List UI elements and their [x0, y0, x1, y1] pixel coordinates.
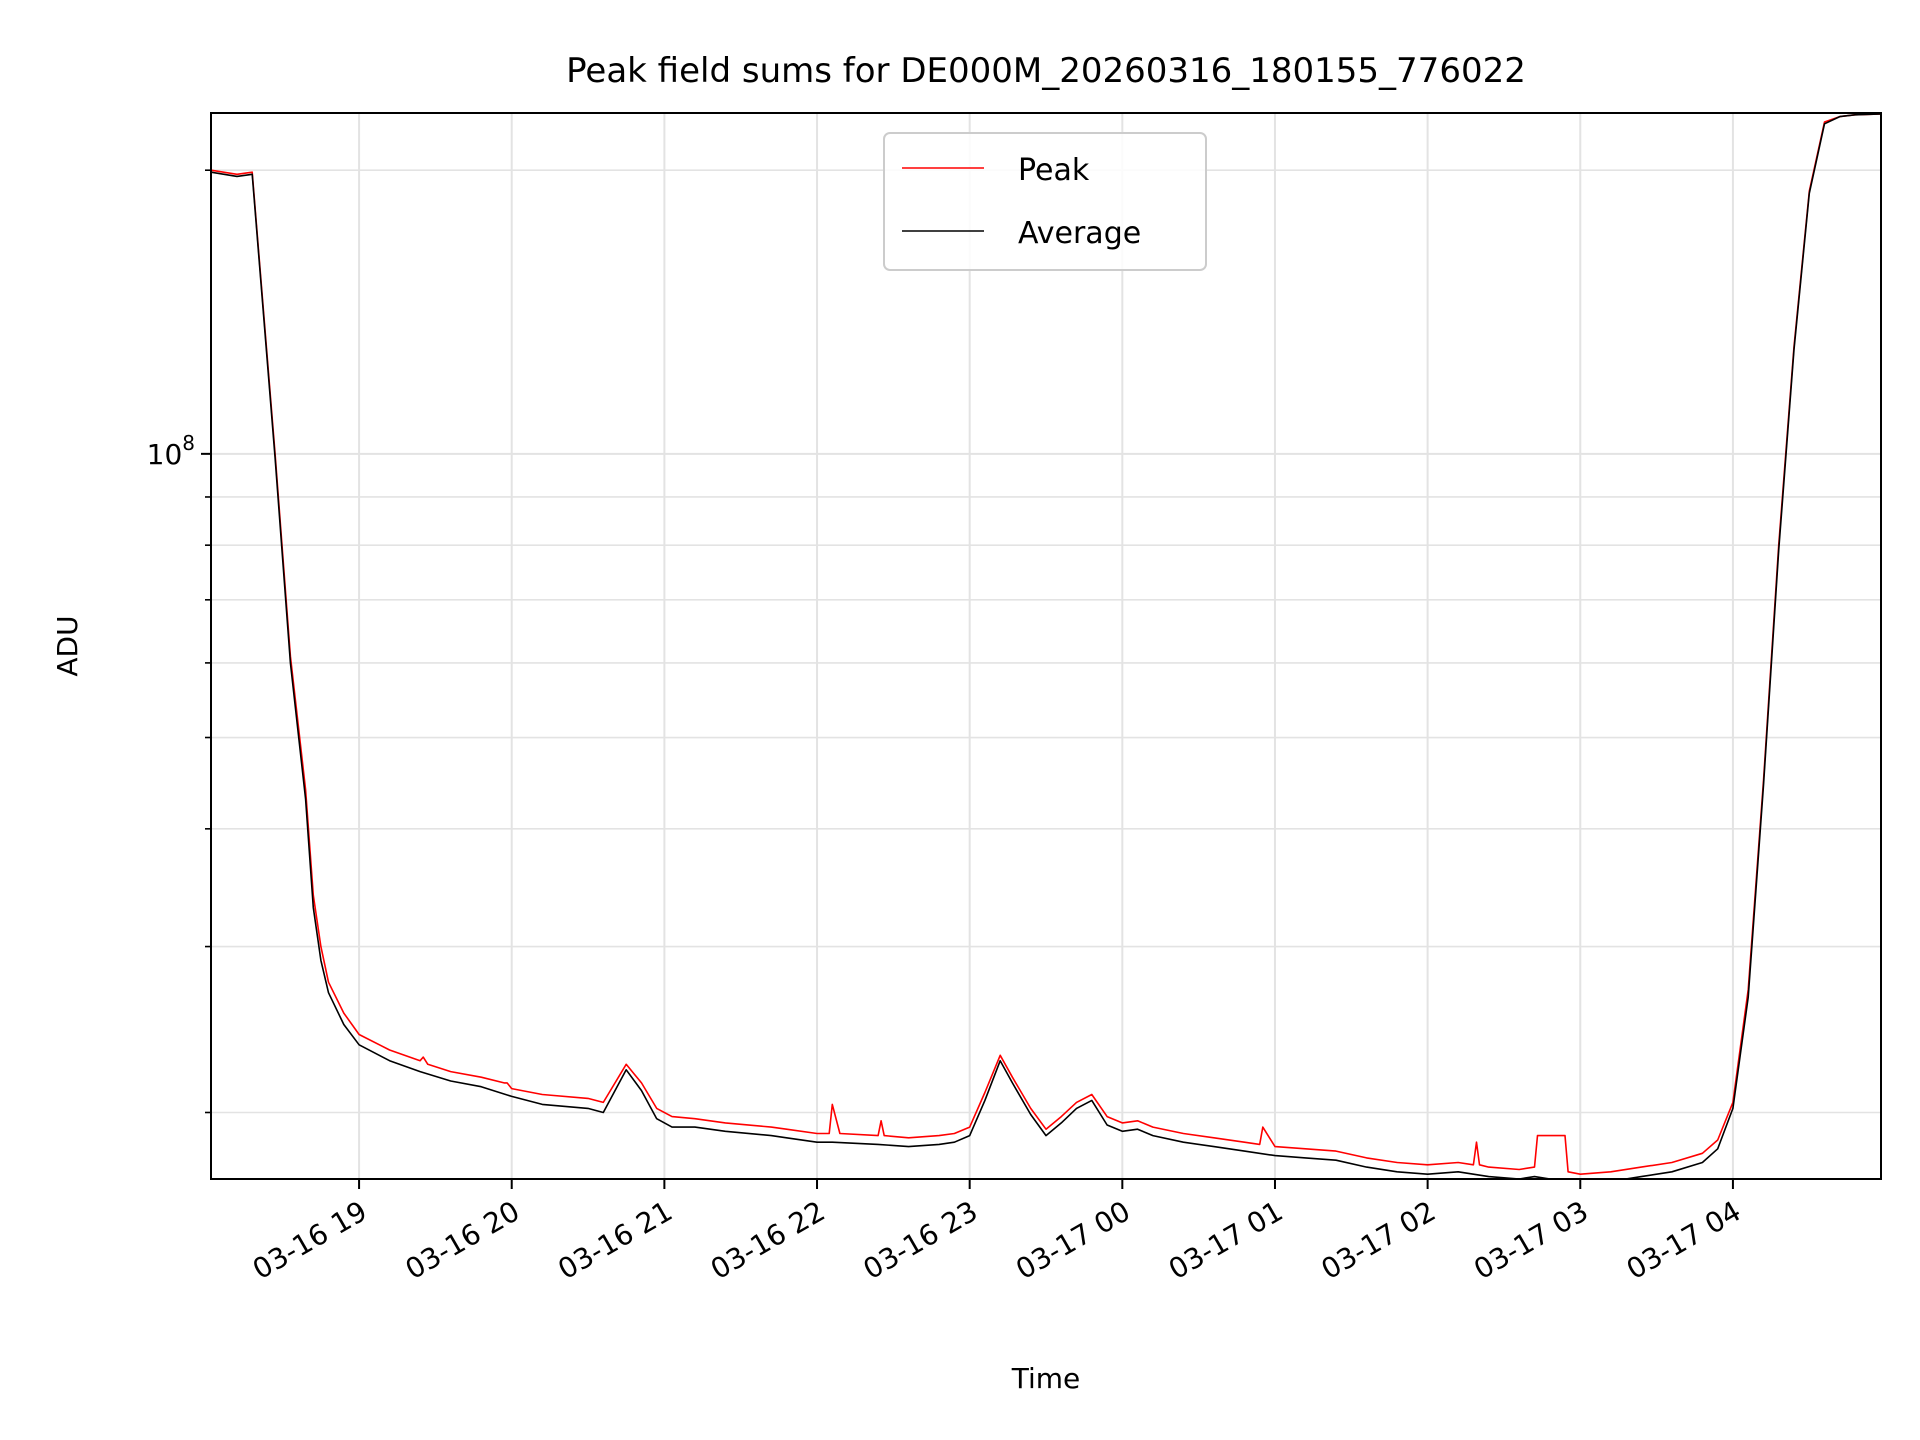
series-line-peak	[211, 113, 1881, 1175]
legend-label-peak: Peak	[1018, 153, 1090, 188]
chart-title: Peak field sums for DE000M_20260316_1801…	[566, 51, 1526, 91]
y-axis-ticks: 108	[147, 169, 211, 1114]
y-axis-label: ADU	[51, 615, 84, 676]
series-line-average	[211, 113, 1881, 1179]
y-tick-label: 108	[147, 431, 195, 471]
legend: Peak Average	[883, 132, 1207, 271]
series-layer	[211, 113, 1881, 1179]
grid	[211, 113, 1881, 1179]
legend-label-average: Average	[1018, 216, 1141, 251]
x-axis-label: Time	[1011, 1362, 1081, 1395]
plot-frame	[210, 112, 1882, 1180]
